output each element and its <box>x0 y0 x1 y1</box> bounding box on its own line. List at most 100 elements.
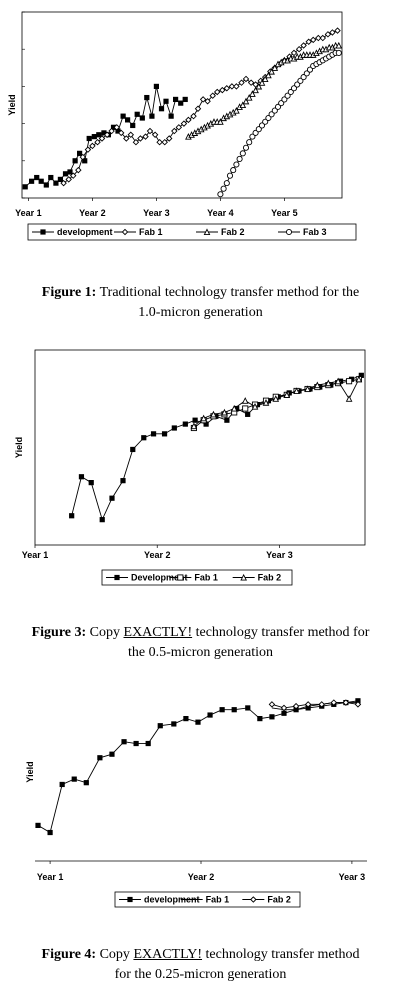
data-point <box>103 131 111 138</box>
data-point <box>165 135 173 142</box>
data-point <box>53 180 59 186</box>
data-point <box>151 131 159 138</box>
data-point <box>180 120 188 127</box>
data-point <box>335 49 342 56</box>
data-point <box>94 138 101 146</box>
data-point <box>230 404 238 412</box>
data-point <box>133 740 139 747</box>
data-point <box>109 495 115 501</box>
data-point <box>265 114 272 122</box>
data-point <box>342 699 350 706</box>
data-point <box>217 118 224 125</box>
legend-marker <box>250 896 257 903</box>
figure-3: Yield Year 1 Year 2 Year 3 Development Fab 1 F… <box>0 330 401 615</box>
data-point <box>271 64 279 71</box>
data-point <box>335 41 343 49</box>
caption-text: Traditional technology transfer method f… <box>99 285 360 300</box>
data-point <box>249 90 256 97</box>
data-point <box>120 113 126 119</box>
series-fab-2 <box>268 699 362 712</box>
data-point <box>86 135 92 142</box>
data-point <box>278 100 285 107</box>
data-point <box>213 88 221 96</box>
data-point <box>163 98 169 104</box>
series-line <box>63 30 338 184</box>
data-point <box>98 135 106 142</box>
data-point <box>325 379 332 387</box>
data-point <box>137 135 144 142</box>
x-tick-label: Year 3 <box>339 872 366 882</box>
data-point <box>231 707 237 713</box>
data-point <box>329 29 336 36</box>
data-point <box>144 94 150 101</box>
data-point <box>228 83 236 90</box>
data-point <box>314 381 321 389</box>
series-fab-1 <box>190 376 362 432</box>
series-line <box>220 52 339 195</box>
legend-label: Fab 2 <box>267 895 291 905</box>
data-point <box>38 178 44 184</box>
data-point <box>271 107 278 114</box>
data-point <box>293 387 300 394</box>
x-tick-label: Year 5 <box>271 208 298 218</box>
data-point <box>234 405 240 412</box>
x-tick-label: Year 2 <box>188 872 215 882</box>
data-point <box>77 150 83 156</box>
data-point <box>233 106 240 114</box>
legend-box <box>27 223 357 241</box>
data-point <box>101 130 107 136</box>
legend-marker <box>121 228 129 236</box>
data-point <box>239 150 246 157</box>
data-point <box>290 85 298 92</box>
data-point <box>330 699 338 706</box>
data-point <box>48 174 54 181</box>
data-point <box>134 111 140 117</box>
legend-label: Fab 1 <box>139 227 163 237</box>
data-point <box>57 176 63 182</box>
data-point <box>249 133 256 140</box>
legend-marker <box>240 573 247 581</box>
data-point <box>82 158 88 164</box>
data-point <box>238 79 245 86</box>
data-point <box>67 169 73 175</box>
data-point <box>96 132 102 138</box>
data-point <box>304 701 312 708</box>
x-tick-label: Year 1 <box>22 550 49 560</box>
data-point <box>246 139 253 146</box>
legend-label: development <box>144 895 200 905</box>
data-point <box>318 701 325 708</box>
data-point <box>88 480 94 486</box>
data-point <box>245 93 253 101</box>
data-point <box>230 167 237 174</box>
data-point <box>292 702 300 710</box>
data-point <box>84 146 92 153</box>
data-point <box>141 435 147 441</box>
data-point <box>226 172 234 179</box>
series-fab-1 <box>60 27 341 187</box>
data-point <box>305 38 312 45</box>
data-point <box>280 704 288 712</box>
data-point <box>183 716 189 722</box>
caption-post: technology transfer method for <box>195 625 370 640</box>
data-point <box>182 421 188 427</box>
caption-emphasis: EXACTLY! <box>133 947 203 962</box>
data-point <box>233 161 240 168</box>
data-point <box>22 184 28 190</box>
data-point <box>223 180 230 187</box>
data-point <box>199 96 207 103</box>
caption-line-2: the 0.5-micron generation <box>127 645 273 660</box>
data-point <box>217 191 224 198</box>
data-point <box>153 83 159 89</box>
data-point <box>220 185 227 192</box>
data-point <box>171 721 177 727</box>
chart-3: Yield Year 1 Year 2 Year 3 Development Fab 1 F… <box>14 349 366 586</box>
figure-1-caption: Figure 1: Traditional technology transfe… <box>0 283 401 323</box>
data-point <box>219 707 225 713</box>
data-point <box>242 144 250 151</box>
data-point <box>108 127 115 135</box>
data-point <box>306 66 314 73</box>
data-point <box>223 85 231 92</box>
legend-box <box>114 891 301 908</box>
caption-pre: Copy <box>99 947 130 962</box>
data-point <box>75 166 82 174</box>
